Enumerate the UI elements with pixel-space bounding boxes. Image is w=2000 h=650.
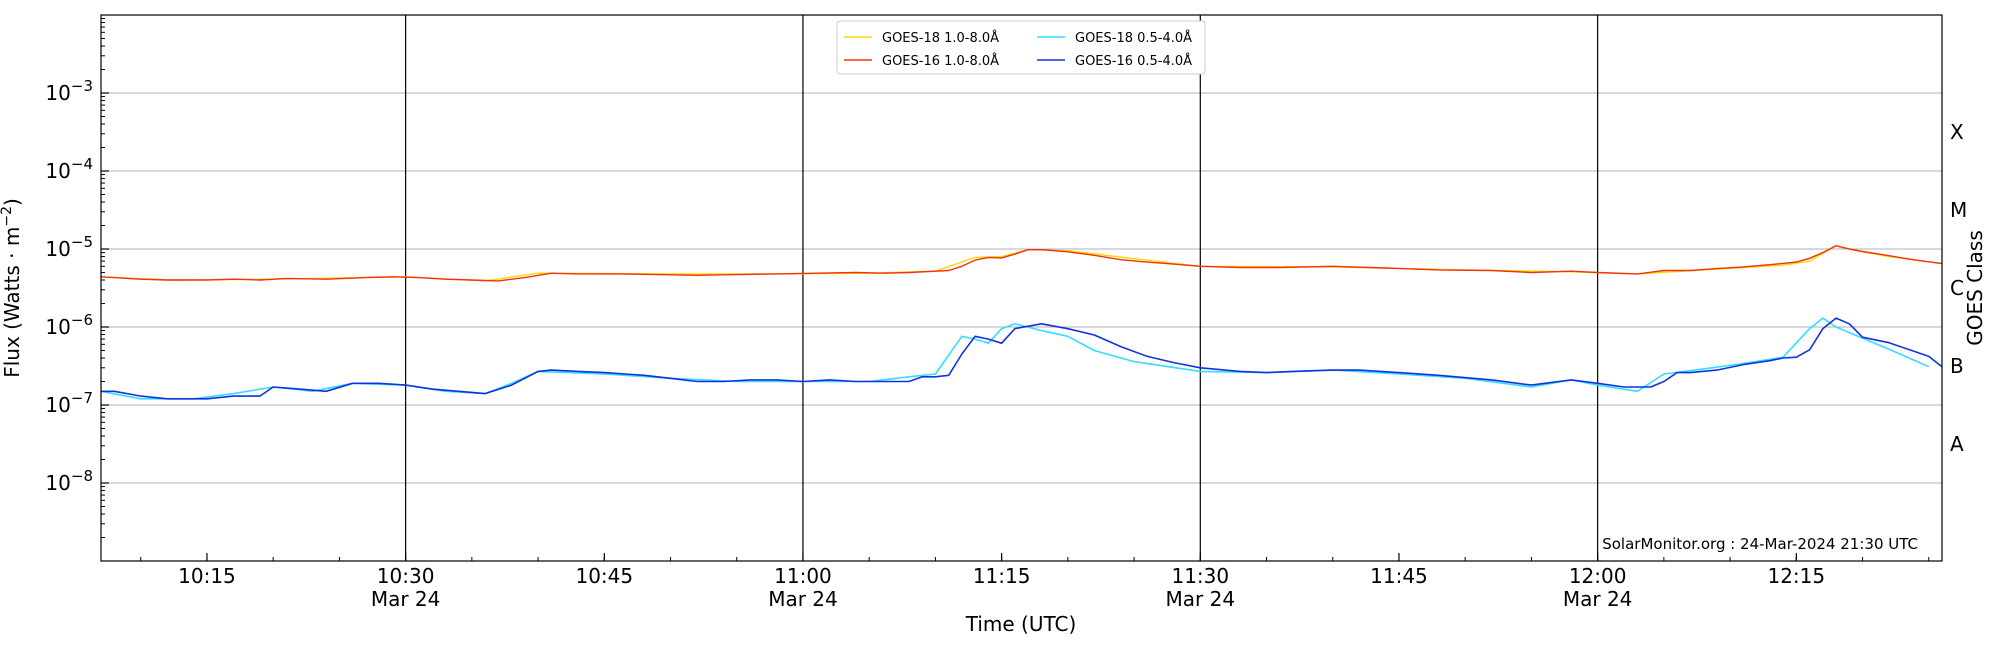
goes-class-label: X bbox=[1950, 120, 1964, 144]
goes-class-label: A bbox=[1950, 432, 1964, 456]
y-tick-label: 10−7 bbox=[45, 389, 93, 417]
x-tick-label: 11:15 bbox=[973, 564, 1031, 588]
goes-class-label: M bbox=[1950, 198, 1967, 222]
x-tick-date-label: Mar 24 bbox=[1563, 587, 1633, 611]
series-line bbox=[101, 317, 1943, 400]
legend-label: GOES-18 0.5-4.0Å bbox=[1075, 30, 1192, 46]
x-tick-label: 10:15 bbox=[178, 564, 236, 588]
series-line bbox=[100, 245, 1943, 282]
y-tick-label: 10−6 bbox=[45, 311, 93, 339]
flux-series bbox=[100, 245, 1943, 400]
plot-frame bbox=[100, 14, 1943, 562]
legend-box bbox=[836, 20, 1206, 75]
y-tick-label: 10−8 bbox=[45, 467, 93, 495]
credit-text: SolarMonitor.org : 24-Mar-2024 21:30 UTC bbox=[1602, 535, 1918, 553]
x-tick-label: 10:30 bbox=[377, 564, 435, 588]
y-axis-label: Flux (Watts · m−2) bbox=[0, 198, 24, 378]
x-tick-label: 11:30 bbox=[1171, 564, 1229, 588]
y-axis-ticks: 10−8 10−7 10−6 10−5 10−4 10−3 bbox=[45, 18, 109, 539]
legend-label: GOES-18 1.0-8.0Å bbox=[882, 30, 999, 46]
y2-axis-label: GOES Class bbox=[1963, 230, 1987, 346]
x-tick-label: 12:00 bbox=[1569, 564, 1627, 588]
y-tick-label: 10−5 bbox=[45, 233, 93, 261]
y-tick-label: 10−3 bbox=[45, 77, 93, 105]
y-tick-label: 10−4 bbox=[45, 155, 93, 183]
legend-entries: GOES-18 1.0-8.0Å GOES-16 1.0-8.0Å GOES-18 … bbox=[844, 30, 1192, 69]
goes-class-label: C bbox=[1950, 276, 1964, 300]
x-tick-label: 10:45 bbox=[575, 564, 633, 588]
legend-label: GOES-16 1.0-8.0Å bbox=[882, 53, 999, 69]
day-boundary-lines bbox=[405, 15, 1599, 561]
legend-label: GOES-16 0.5-4.0Å bbox=[1075, 53, 1192, 69]
plot-background bbox=[101, 15, 1942, 561]
x-tick-date-label: Mar 24 bbox=[768, 587, 838, 611]
x-tick-label: 11:45 bbox=[1370, 564, 1428, 588]
x-tick-label: 11:00 bbox=[774, 564, 832, 588]
series-line bbox=[100, 245, 1943, 282]
goes-class-labels: A B C M X bbox=[1950, 120, 1967, 456]
x-tick-date-label: Mar 24 bbox=[371, 587, 441, 611]
legend: GOES-18 1.0-8.0Å GOES-16 1.0-8.0Å GOES-18 … bbox=[836, 20, 1206, 75]
x-axis-label: Time (UTC) bbox=[965, 612, 1077, 636]
goes-class-label: B bbox=[1950, 354, 1964, 378]
x-tick-label: 12:15 bbox=[1767, 564, 1825, 588]
x-tick-date-label: Mar 24 bbox=[1166, 587, 1236, 611]
